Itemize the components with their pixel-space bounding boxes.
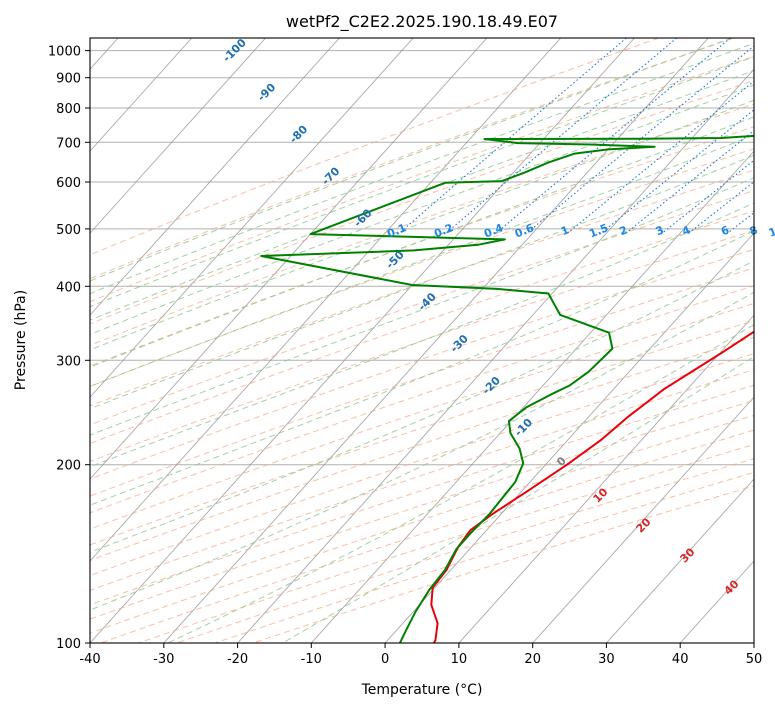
x-axis-label: Temperature (°C) xyxy=(361,682,483,698)
x-tick-label: 30 xyxy=(598,652,615,667)
x-tick-label: 40 xyxy=(672,652,689,667)
y-tick-label: 100 xyxy=(56,637,81,652)
y-tick-label: 600 xyxy=(56,176,81,191)
y-tick-label: 700 xyxy=(56,136,81,151)
x-tick-label: -10 xyxy=(301,652,322,667)
y-tick-label: 300 xyxy=(56,354,81,369)
y-axis-label: Pressure (hPa) xyxy=(13,290,29,390)
x-tick-label: 50 xyxy=(746,652,763,667)
y-tick-label: 800 xyxy=(56,102,81,117)
x-tick-label: 0 xyxy=(381,652,389,667)
x-tick-label: -20 xyxy=(227,652,248,667)
y-tick-label: 400 xyxy=(56,280,81,295)
y-tick-label: 500 xyxy=(56,223,81,238)
x-tick-label: -30 xyxy=(153,652,174,667)
y-tick-label: 900 xyxy=(56,72,81,87)
x-tick-label: 20 xyxy=(524,652,541,667)
y-tick-label: 200 xyxy=(56,459,81,474)
chart-title: wetPf2_C2E2.2025.190.18.49.E07 xyxy=(286,12,558,32)
x-tick-label: -40 xyxy=(79,652,100,667)
x-tick-label: 10 xyxy=(451,652,468,667)
y-tick-label: 1000 xyxy=(48,45,81,60)
